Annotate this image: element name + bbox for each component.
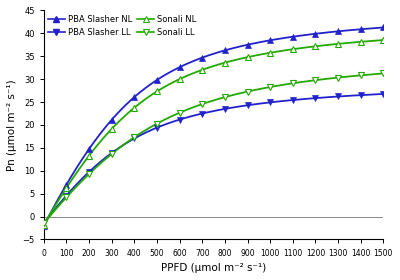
X-axis label: PPFD (μmol m⁻² s⁻¹): PPFD (μmol m⁻² s⁻¹): [161, 263, 266, 273]
Legend: PBA Slasher NL, PBA Slasher LL, Sonali NL, Sonali LL: PBA Slasher NL, PBA Slasher LL, Sonali N…: [46, 13, 198, 38]
Y-axis label: Pn (μmol m⁻² s⁻¹): Pn (μmol m⁻² s⁻¹): [7, 79, 17, 171]
